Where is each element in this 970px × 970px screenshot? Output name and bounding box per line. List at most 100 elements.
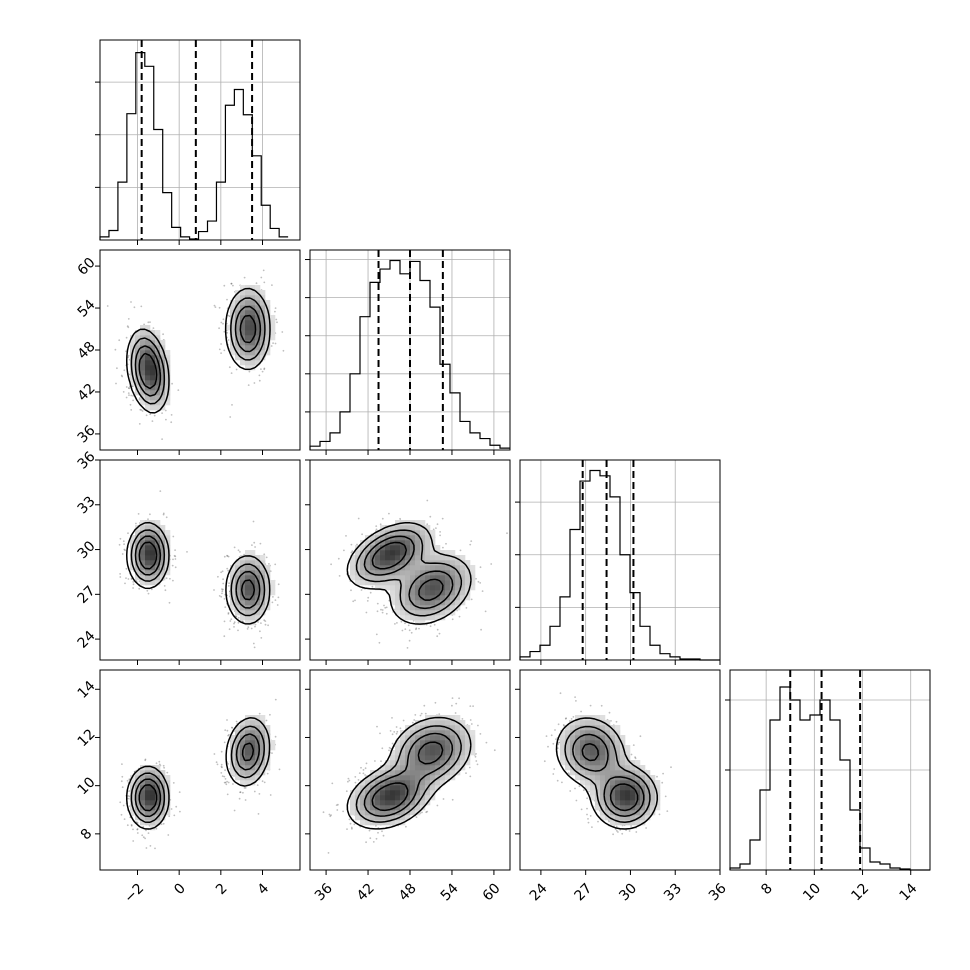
scatter-point	[142, 836, 145, 839]
scatter-point	[232, 783, 234, 785]
density-cell	[270, 580, 276, 586]
density-cell	[240, 610, 246, 616]
density-cell	[400, 545, 406, 551]
scatter-point	[260, 276, 263, 279]
scatter-point	[435, 527, 437, 529]
density-cell	[260, 300, 266, 306]
density-cell	[235, 725, 241, 731]
density-cell	[370, 580, 376, 586]
scatter-point	[350, 543, 353, 546]
scatter-point	[227, 314, 230, 317]
scatter-point	[267, 624, 269, 627]
density-cell	[245, 550, 251, 556]
scatter-point	[165, 577, 168, 580]
density-cell	[255, 325, 261, 331]
scatter-point	[258, 793, 261, 795]
density-cell	[245, 600, 251, 606]
density-cell	[235, 320, 241, 326]
scatter-point	[461, 718, 464, 720]
density-cell	[235, 335, 241, 341]
scatter-point	[127, 356, 130, 359]
scatter-point	[123, 369, 126, 372]
hist-frame-3	[729, 669, 931, 871]
scatter-point	[469, 719, 472, 721]
density-cell	[395, 525, 401, 531]
scatter-point	[127, 532, 129, 535]
scatter-point	[175, 805, 178, 808]
scatter-point	[127, 387, 130, 389]
density-cell	[230, 755, 236, 761]
density-cell	[160, 815, 166, 821]
scatter-point	[125, 350, 127, 353]
density-cell	[385, 580, 391, 586]
density-cell	[150, 525, 156, 531]
contour-level-3	[138, 314, 257, 390]
scatter-point	[128, 795, 131, 798]
density-cell	[255, 565, 261, 571]
density-cell	[415, 620, 421, 626]
density-cell	[135, 795, 141, 801]
density-cell	[150, 345, 156, 351]
density-cell	[265, 750, 271, 756]
scatter-point	[172, 535, 175, 538]
scatter-point	[171, 382, 174, 385]
density-cell	[255, 580, 261, 586]
density-cell	[425, 565, 431, 571]
scatter-point	[274, 342, 277, 345]
density-cell	[420, 530, 426, 536]
density-cell	[155, 795, 161, 801]
density-cell	[235, 565, 241, 571]
density-cell	[415, 590, 421, 596]
scatter-point	[147, 592, 150, 595]
density-cell	[165, 355, 171, 361]
density-cell	[255, 745, 261, 751]
panel-frame	[99, 459, 301, 661]
density-cell	[140, 795, 146, 801]
density-cell	[370, 570, 376, 576]
density-cell	[140, 400, 146, 406]
scatter-point	[130, 394, 133, 397]
density-cell	[235, 765, 241, 771]
density-cell	[230, 350, 236, 356]
density-cell	[165, 400, 171, 406]
density-cell	[155, 820, 161, 826]
density-cell	[150, 775, 156, 781]
density-cell	[235, 355, 241, 361]
density-cell	[390, 560, 396, 566]
density-cell	[265, 325, 271, 331]
scatter-point	[275, 318, 278, 321]
density-cell	[390, 555, 396, 561]
density-cell	[160, 370, 166, 376]
density-cell	[260, 730, 266, 736]
density-cell	[250, 310, 256, 316]
density-cell	[270, 325, 276, 331]
density-cell	[255, 285, 261, 291]
density-cell	[435, 590, 441, 596]
scatter-point	[127, 318, 130, 320]
density-cell	[245, 750, 251, 756]
density-cell	[410, 585, 416, 591]
scatter-point	[164, 589, 167, 592]
density-cell	[160, 790, 166, 796]
density-cell	[270, 590, 276, 596]
density-cell	[390, 600, 396, 606]
density-cell	[135, 800, 141, 806]
scatter-point	[228, 366, 231, 369]
density-cell	[420, 520, 426, 526]
density-cell	[255, 590, 261, 596]
density-cell	[145, 790, 151, 796]
scatter-point	[410, 631, 413, 634]
density-cell	[385, 570, 391, 576]
density-cell	[160, 545, 166, 551]
scatter-point	[225, 783, 228, 786]
density-cell	[160, 780, 166, 786]
scatter-point	[375, 633, 378, 636]
density-cell	[410, 525, 416, 531]
density-cell	[245, 325, 251, 331]
density-cell	[405, 545, 411, 551]
density-cell	[255, 310, 261, 316]
density-cell	[270, 585, 276, 591]
scatter-point	[221, 590, 224, 593]
density-cell	[425, 590, 431, 596]
scatter-point	[214, 306, 217, 308]
